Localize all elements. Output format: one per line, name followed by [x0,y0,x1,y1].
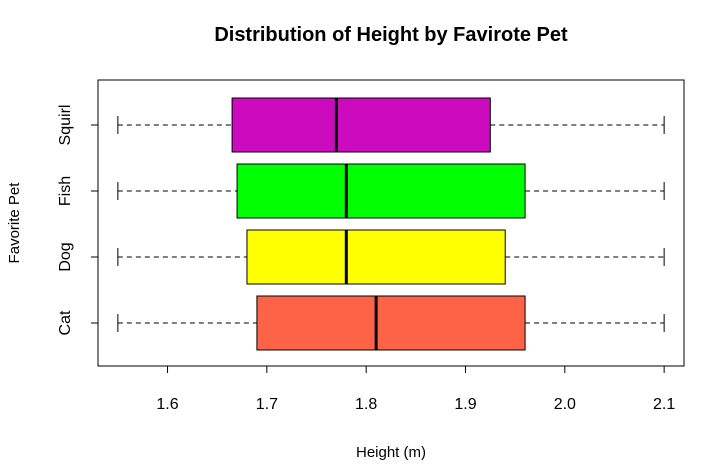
iqr-box [231,97,491,153]
y-tick-label-dog: Dog [57,242,74,271]
x-tick-label: 1.9 [454,396,476,413]
y-tick-label-cat: Cat [57,310,74,335]
y-tick-label-squirl: Squirl [57,105,74,146]
chart-title: Distribution of Height by Favirote Pet [214,24,568,46]
x-axis: 1.6 1.7 1.8 1.9 2.0 2.1 [156,365,675,413]
boxes [117,97,665,351]
box-cat [117,295,665,351]
box-dog [117,229,665,285]
x-tick-label: 2.0 [554,396,576,413]
iqr-box [256,295,526,351]
iqr-box [246,229,506,285]
y-axis-label: Favorite Pet [6,182,23,264]
y-tick-label-fish: Fish [57,176,74,206]
y-axis: Cat Dog Fish Squirl [57,105,99,335]
x-tick-label: 1.8 [355,396,377,413]
x-axis-label: Height (m) [356,444,426,461]
x-tick-label: 1.7 [256,396,278,413]
x-tick-label: 2.1 [653,396,675,413]
box-fish [117,163,665,219]
x-tick-label: 1.6 [156,396,178,413]
box-squirl [117,97,665,153]
iqr-box [236,163,526,219]
